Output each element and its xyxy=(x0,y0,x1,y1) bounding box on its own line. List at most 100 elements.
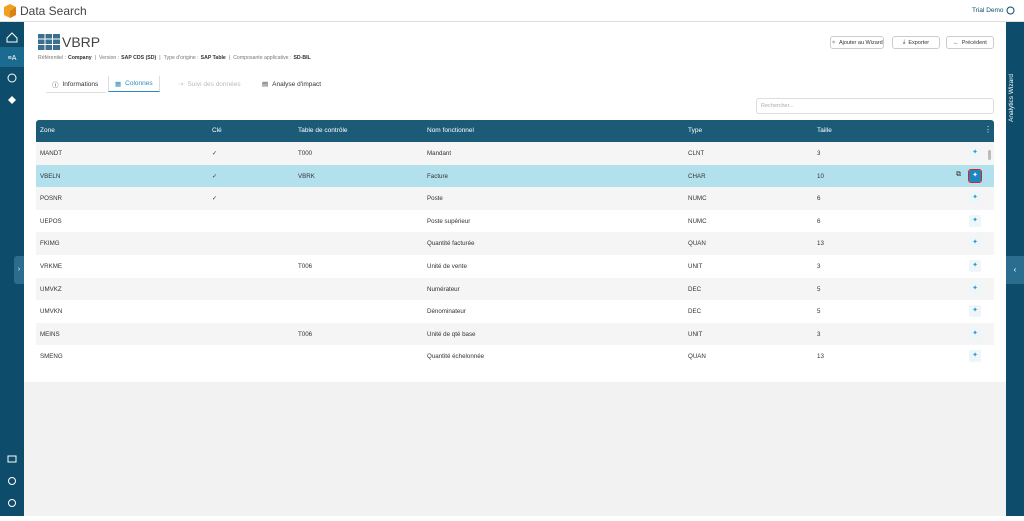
cell-type: CHAR xyxy=(688,172,706,180)
wizard-button[interactable]: ✦ xyxy=(969,305,981,318)
cell-name: Dénominateur xyxy=(427,308,466,316)
button-icon: ⤓ xyxy=(902,39,906,45)
table-row[interactable]: POSNR ✓ Poste NUMC 6 ✦ xyxy=(36,187,994,210)
cell-zone: UMVKN xyxy=(40,308,63,316)
separator: | xyxy=(228,55,231,61)
column-header: Table de contrôle xyxy=(298,127,348,134)
wizard-button[interactable]: ✦ xyxy=(969,192,981,205)
wizard-button[interactable]: ✦ xyxy=(969,327,981,340)
nav-icon[interactable] xyxy=(8,477,16,485)
cell-zone: SMENG xyxy=(40,353,63,361)
nav-icon[interactable] xyxy=(8,96,16,104)
table-row[interactable]: VRKME T006 Unité de vente UNIT 3 ✦ xyxy=(36,255,994,278)
user-name[interactable]: Trial Demo xyxy=(972,7,1004,14)
cell-check-table: T006 xyxy=(298,263,313,270)
button-label: Ajouter au Wizard xyxy=(838,39,883,46)
cell-key: ✓ xyxy=(212,172,218,180)
meta-value: SAP Table xyxy=(200,55,226,61)
cell-zone: VRKME xyxy=(40,263,63,270)
tab-rule xyxy=(46,92,106,93)
tab: ⇢ Suivi des données xyxy=(172,76,247,92)
cell-size: 3 xyxy=(817,150,821,157)
wizard-button[interactable]: ✦ xyxy=(969,237,981,250)
button-icon: ← xyxy=(953,39,959,46)
cell-type: NUMC xyxy=(688,217,707,225)
tab[interactable]: ▤ Analyse d'impact xyxy=(256,76,327,92)
cell-name: Unité de vente xyxy=(427,263,467,270)
wizard-button[interactable]: ✦ xyxy=(969,214,981,227)
cell-key: ✓ xyxy=(212,195,218,203)
table-row[interactable]: UMVKN Dénominateur DEC 5 ✦ xyxy=(36,300,994,323)
cell-type: QUAN xyxy=(688,240,706,248)
cell-zone: UMVKZ xyxy=(40,285,62,293)
cell-type: DEC xyxy=(688,285,702,293)
cell-name: Facture xyxy=(427,172,448,180)
wizard-button[interactable]: ✦ xyxy=(969,350,981,363)
column-header: Zone xyxy=(40,127,55,134)
table-row[interactable]: UEPOS Poste supérieur NUMC 6 ✦ xyxy=(36,209,994,233)
meta-label: Type d'origine : xyxy=(163,55,199,61)
expand-left[interactable]: › xyxy=(14,256,24,284)
right-sidebar: Analytics Wizard ‹ xyxy=(1006,22,1024,516)
cell-type: UNIT xyxy=(688,330,703,338)
meta-value: SAP CDS (SD) xyxy=(121,55,157,61)
cell-type: UNIT xyxy=(688,263,703,270)
cell-size: 5 xyxy=(817,308,821,316)
nav-icon[interactable] xyxy=(7,455,17,463)
cell-name: Quantité facturée xyxy=(427,240,475,248)
search-input[interactable]: Rechercher... xyxy=(756,98,994,114)
cell-size: 5 xyxy=(817,285,821,293)
header-button[interactable]: ✧ Ajouter au Wizard xyxy=(830,36,884,49)
tab-icon: ⇢ xyxy=(178,81,184,88)
cell-size: 13 xyxy=(817,353,824,361)
nav-icon[interactable] xyxy=(7,73,17,83)
button-label: Précédent xyxy=(961,39,987,46)
wizard-button[interactable]: ✦ xyxy=(969,260,981,272)
nav-icon[interactable]: ≡A xyxy=(8,55,17,62)
column-header: Taille xyxy=(817,127,832,134)
header-button[interactable]: ← Précédent xyxy=(946,36,994,49)
cell-name: Quantité échelonnée xyxy=(427,353,485,361)
column-menu[interactable]: ⋮ xyxy=(984,125,992,134)
header-button[interactable]: ⤓ Exporter xyxy=(892,36,940,49)
table-row[interactable]: MANDT ✓ T000 Mandant CLNT 3 ✦ xyxy=(36,142,994,165)
wizard-title[interactable]: Analytics Wizard xyxy=(1008,73,1015,122)
cell-size: 10 xyxy=(817,172,824,180)
table-row[interactable]: VBELN ✓ VBRK Facture CHAR 10 ✦ ⧉ xyxy=(36,164,994,188)
wizard-button[interactable]: ✦ xyxy=(969,282,981,295)
cell-zone: POSNR xyxy=(40,195,63,203)
nav-icon[interactable] xyxy=(8,499,16,507)
active-nav[interactable] xyxy=(0,47,24,67)
cell-name: Poste supérieur xyxy=(427,217,471,225)
cell-type: NUMC xyxy=(688,195,707,203)
cell-type: QUAN xyxy=(688,353,706,361)
table-row[interactable]: FKIMG Quantité facturée QUAN 13 ✦ xyxy=(36,232,994,255)
tab[interactable]: ⓘ Informations xyxy=(46,76,104,92)
meta-label: Référentiel : xyxy=(38,55,66,61)
tab-label: Informations xyxy=(62,80,99,88)
cell-zone: MANDT xyxy=(40,150,62,157)
cell-zone: UEPOS xyxy=(40,217,62,225)
collapse-right[interactable]: ‹ xyxy=(1006,256,1024,284)
table-row[interactable]: MEINS T006 Unité de qté base UNIT 3 ✦ xyxy=(36,322,994,346)
user-icon[interactable] xyxy=(1006,6,1015,15)
cell-name: Unité de qté base xyxy=(427,330,476,338)
meta-value: SD-BIL xyxy=(293,55,311,61)
cell-check-table: T000 xyxy=(298,150,313,157)
table-icon xyxy=(38,34,60,50)
cell-name: Numérateur xyxy=(427,285,460,293)
wizard-button[interactable]: ✦ xyxy=(968,168,982,183)
open-link[interactable]: ⧉ xyxy=(956,170,961,178)
sidebar-icons: ≡A xyxy=(0,32,24,507)
table-row[interactable]: UMVKZ Numérateur DEC 5 ✦ xyxy=(36,277,994,301)
cell-name: Mandant xyxy=(427,150,452,157)
tab-icon: ▦ xyxy=(115,80,122,88)
cell-size: 6 xyxy=(817,217,821,225)
tab[interactable]: ▦ Colonnes xyxy=(108,76,160,92)
table-row[interactable]: SMENG Quantité échelonnée QUAN 13 ✦ xyxy=(36,345,994,368)
top-bar: Data Search Trial Demo xyxy=(0,0,1024,22)
home-icon[interactable] xyxy=(6,32,18,43)
wizard-button[interactable]: ✦ xyxy=(969,147,981,159)
scrollbar-thumb[interactable] xyxy=(988,150,991,160)
